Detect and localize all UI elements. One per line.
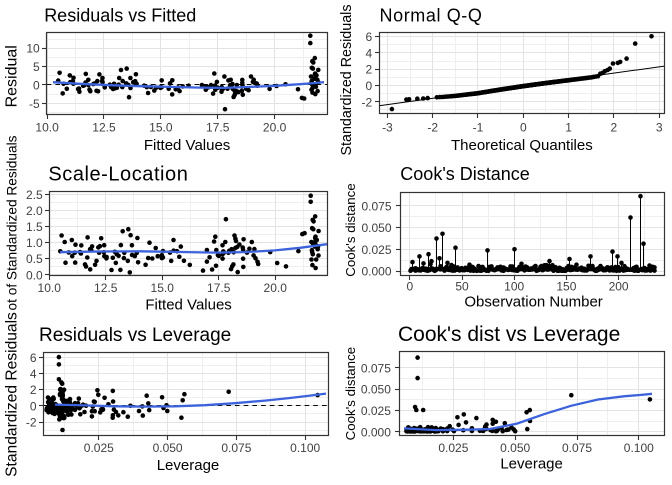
svg-text:Theoretical Quantiles: Theoretical Quantiles [451,137,593,154]
svg-text:0: 0 [30,399,37,413]
svg-text:Standardized Residuals: Standardized Residuals [4,312,21,477]
svg-text:0: 0 [366,79,373,93]
svg-text:0.5: 0.5 [26,252,43,266]
svg-text:ot of Standardized Residuals: ot of Standardized Residuals [5,135,20,310]
svg-text:10.0: 10.0 [35,121,59,135]
svg-text:3: 3 [656,120,663,134]
svg-text:Fitted Values: Fitted Values [144,137,230,154]
svg-text:2.0: 2.0 [26,204,43,218]
svg-text:20.0: 20.0 [263,121,287,135]
svg-text:0.025: 0.025 [84,441,114,455]
svg-text:0.100: 0.100 [624,441,654,455]
svg-text:4: 4 [366,46,373,60]
svg-text:2: 2 [366,63,373,77]
svg-text:10.0: 10.0 [38,281,62,295]
svg-text:50: 50 [455,280,469,294]
svg-text:20.0: 20.0 [264,281,288,295]
svg-text:Standardized Residuals: Standardized Residuals [339,4,355,155]
svg-text:15.0: 15.0 [151,281,175,295]
svg-text:5: 5 [33,60,40,74]
svg-text:Residual: Residual [4,45,21,107]
svg-text:1.0: 1.0 [26,236,43,250]
svg-text:0.000: 0.000 [361,425,391,439]
svg-text:-2: -2 [427,120,438,134]
svg-text:17.5: 17.5 [206,121,230,135]
svg-text:Fitted Values: Fitted Values [145,297,231,314]
svg-text:0.050: 0.050 [500,441,530,455]
svg-text:Cook's dist vs Leverage: Cook's dist vs Leverage [398,323,620,346]
svg-text:Residuals vs Fitted: Residuals vs Fitted [44,6,196,26]
svg-text:200: 200 [609,280,629,294]
svg-text:1.5: 1.5 [26,220,43,234]
svg-text:10: 10 [26,42,40,56]
svg-text:-2: -2 [26,416,37,430]
svg-text:0.075: 0.075 [361,361,391,375]
svg-text:0.075: 0.075 [562,441,592,455]
svg-text:-2: -2 [362,95,373,109]
svg-text:1: 1 [565,120,572,134]
svg-text:0.050: 0.050 [153,441,183,455]
svg-text:12.5: 12.5 [94,281,118,295]
svg-text:0.050: 0.050 [361,221,391,235]
svg-text:6: 6 [30,351,37,365]
svg-text:-5: -5 [29,97,40,111]
svg-text:150: 150 [556,280,576,294]
svg-text:Leverage: Leverage [157,457,220,474]
svg-text:Normal Q-Q: Normal Q-Q [380,6,483,26]
svg-text:17.5: 17.5 [207,281,231,295]
svg-text:15.0: 15.0 [149,121,173,135]
svg-text:2: 2 [611,120,618,134]
svg-text:-1: -1 [473,120,484,134]
svg-text:0.025: 0.025 [361,243,391,257]
svg-text:0.075: 0.075 [221,441,251,455]
svg-text:0.075: 0.075 [361,199,391,213]
svg-text:2.5: 2.5 [26,188,43,202]
svg-text:0.025: 0.025 [438,441,468,455]
svg-text:Cook's Distance: Cook's Distance [400,164,530,184]
svg-text:Cook's distance: Cook's distance [343,347,358,440]
svg-text:6: 6 [366,30,373,44]
svg-text:Cook's distance: Cook's distance [343,183,358,276]
svg-text:0: 0 [520,120,527,134]
svg-text:0.000: 0.000 [361,265,391,279]
svg-text:Residuals vs Leverage: Residuals vs Leverage [39,325,231,346]
svg-text:Scale-Location: Scale-Location [48,164,188,186]
svg-text:0: 0 [406,280,413,294]
svg-text:4: 4 [30,367,37,381]
svg-text:Observation Number: Observation Number [464,294,602,311]
svg-text:0.050: 0.050 [361,383,391,397]
svg-text:12.5: 12.5 [92,121,116,135]
svg-text:0.100: 0.100 [290,441,320,455]
svg-text:100: 100 [504,280,524,294]
svg-text:0.0: 0.0 [26,268,43,282]
svg-text:0: 0 [33,78,40,92]
svg-text:Leverage: Leverage [500,456,563,473]
svg-text:0.025: 0.025 [361,404,391,418]
svg-text:2: 2 [30,383,37,397]
svg-text:-3: -3 [382,120,393,134]
